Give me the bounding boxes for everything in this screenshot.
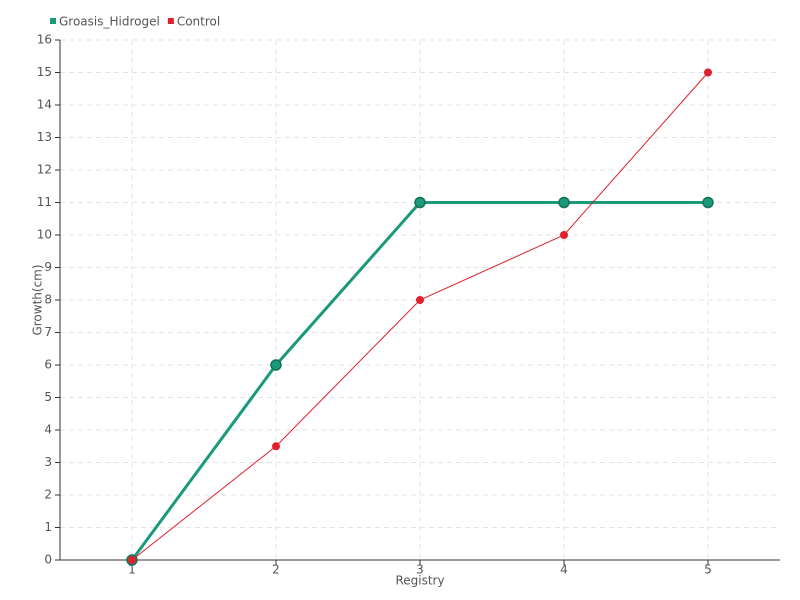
- data-point: [416, 296, 424, 304]
- y-tick-label: 3: [44, 455, 52, 469]
- x-tick-label: 1: [128, 563, 136, 577]
- data-point: [558, 196, 570, 209]
- y-tick-label: 7: [44, 325, 52, 339]
- y-tick-label: 10: [37, 228, 52, 242]
- y-tick-label: 9: [44, 260, 52, 274]
- legend-swatch: [50, 18, 56, 24]
- y-tick-label: 6: [44, 358, 52, 372]
- y-tick-label: 8: [44, 293, 52, 307]
- y-tick-label: 11: [37, 195, 52, 209]
- data-point: [270, 359, 282, 371]
- x-tick-label: 3: [416, 563, 424, 577]
- y-axis-label: Growth(cm): [31, 264, 45, 335]
- data-point: [272, 442, 280, 451]
- data-point: [414, 196, 426, 209]
- legend-swatch: [167, 18, 174, 24]
- y-tick-label: 1: [44, 520, 52, 534]
- y-tick-label: 16: [37, 33, 52, 47]
- x-tick-label: 5: [704, 563, 712, 577]
- legend-label: Control: [177, 15, 220, 29]
- x-axis-label: Registry: [395, 574, 444, 588]
- y-tick-label: 5: [44, 390, 52, 404]
- series-line: [131, 72, 709, 561]
- legend-label: Groasis_Hidrogel: [59, 15, 160, 29]
- data-point: [128, 556, 136, 564]
- y-tick-label: 15: [37, 65, 52, 79]
- y-tick-label: 12: [37, 163, 52, 177]
- data-point: [702, 196, 714, 209]
- y-tick-label: 4: [44, 423, 52, 437]
- y-tick-label: 2: [44, 488, 52, 502]
- y-tick-label: 0: [44, 553, 52, 567]
- data-point: [560, 231, 568, 239]
- y-tick-label: 13: [37, 130, 52, 144]
- x-tick-label: 4: [560, 563, 568, 577]
- data-point: [704, 68, 712, 77]
- y-tick-label: 14: [37, 98, 52, 112]
- x-tick-label: 2: [272, 563, 280, 577]
